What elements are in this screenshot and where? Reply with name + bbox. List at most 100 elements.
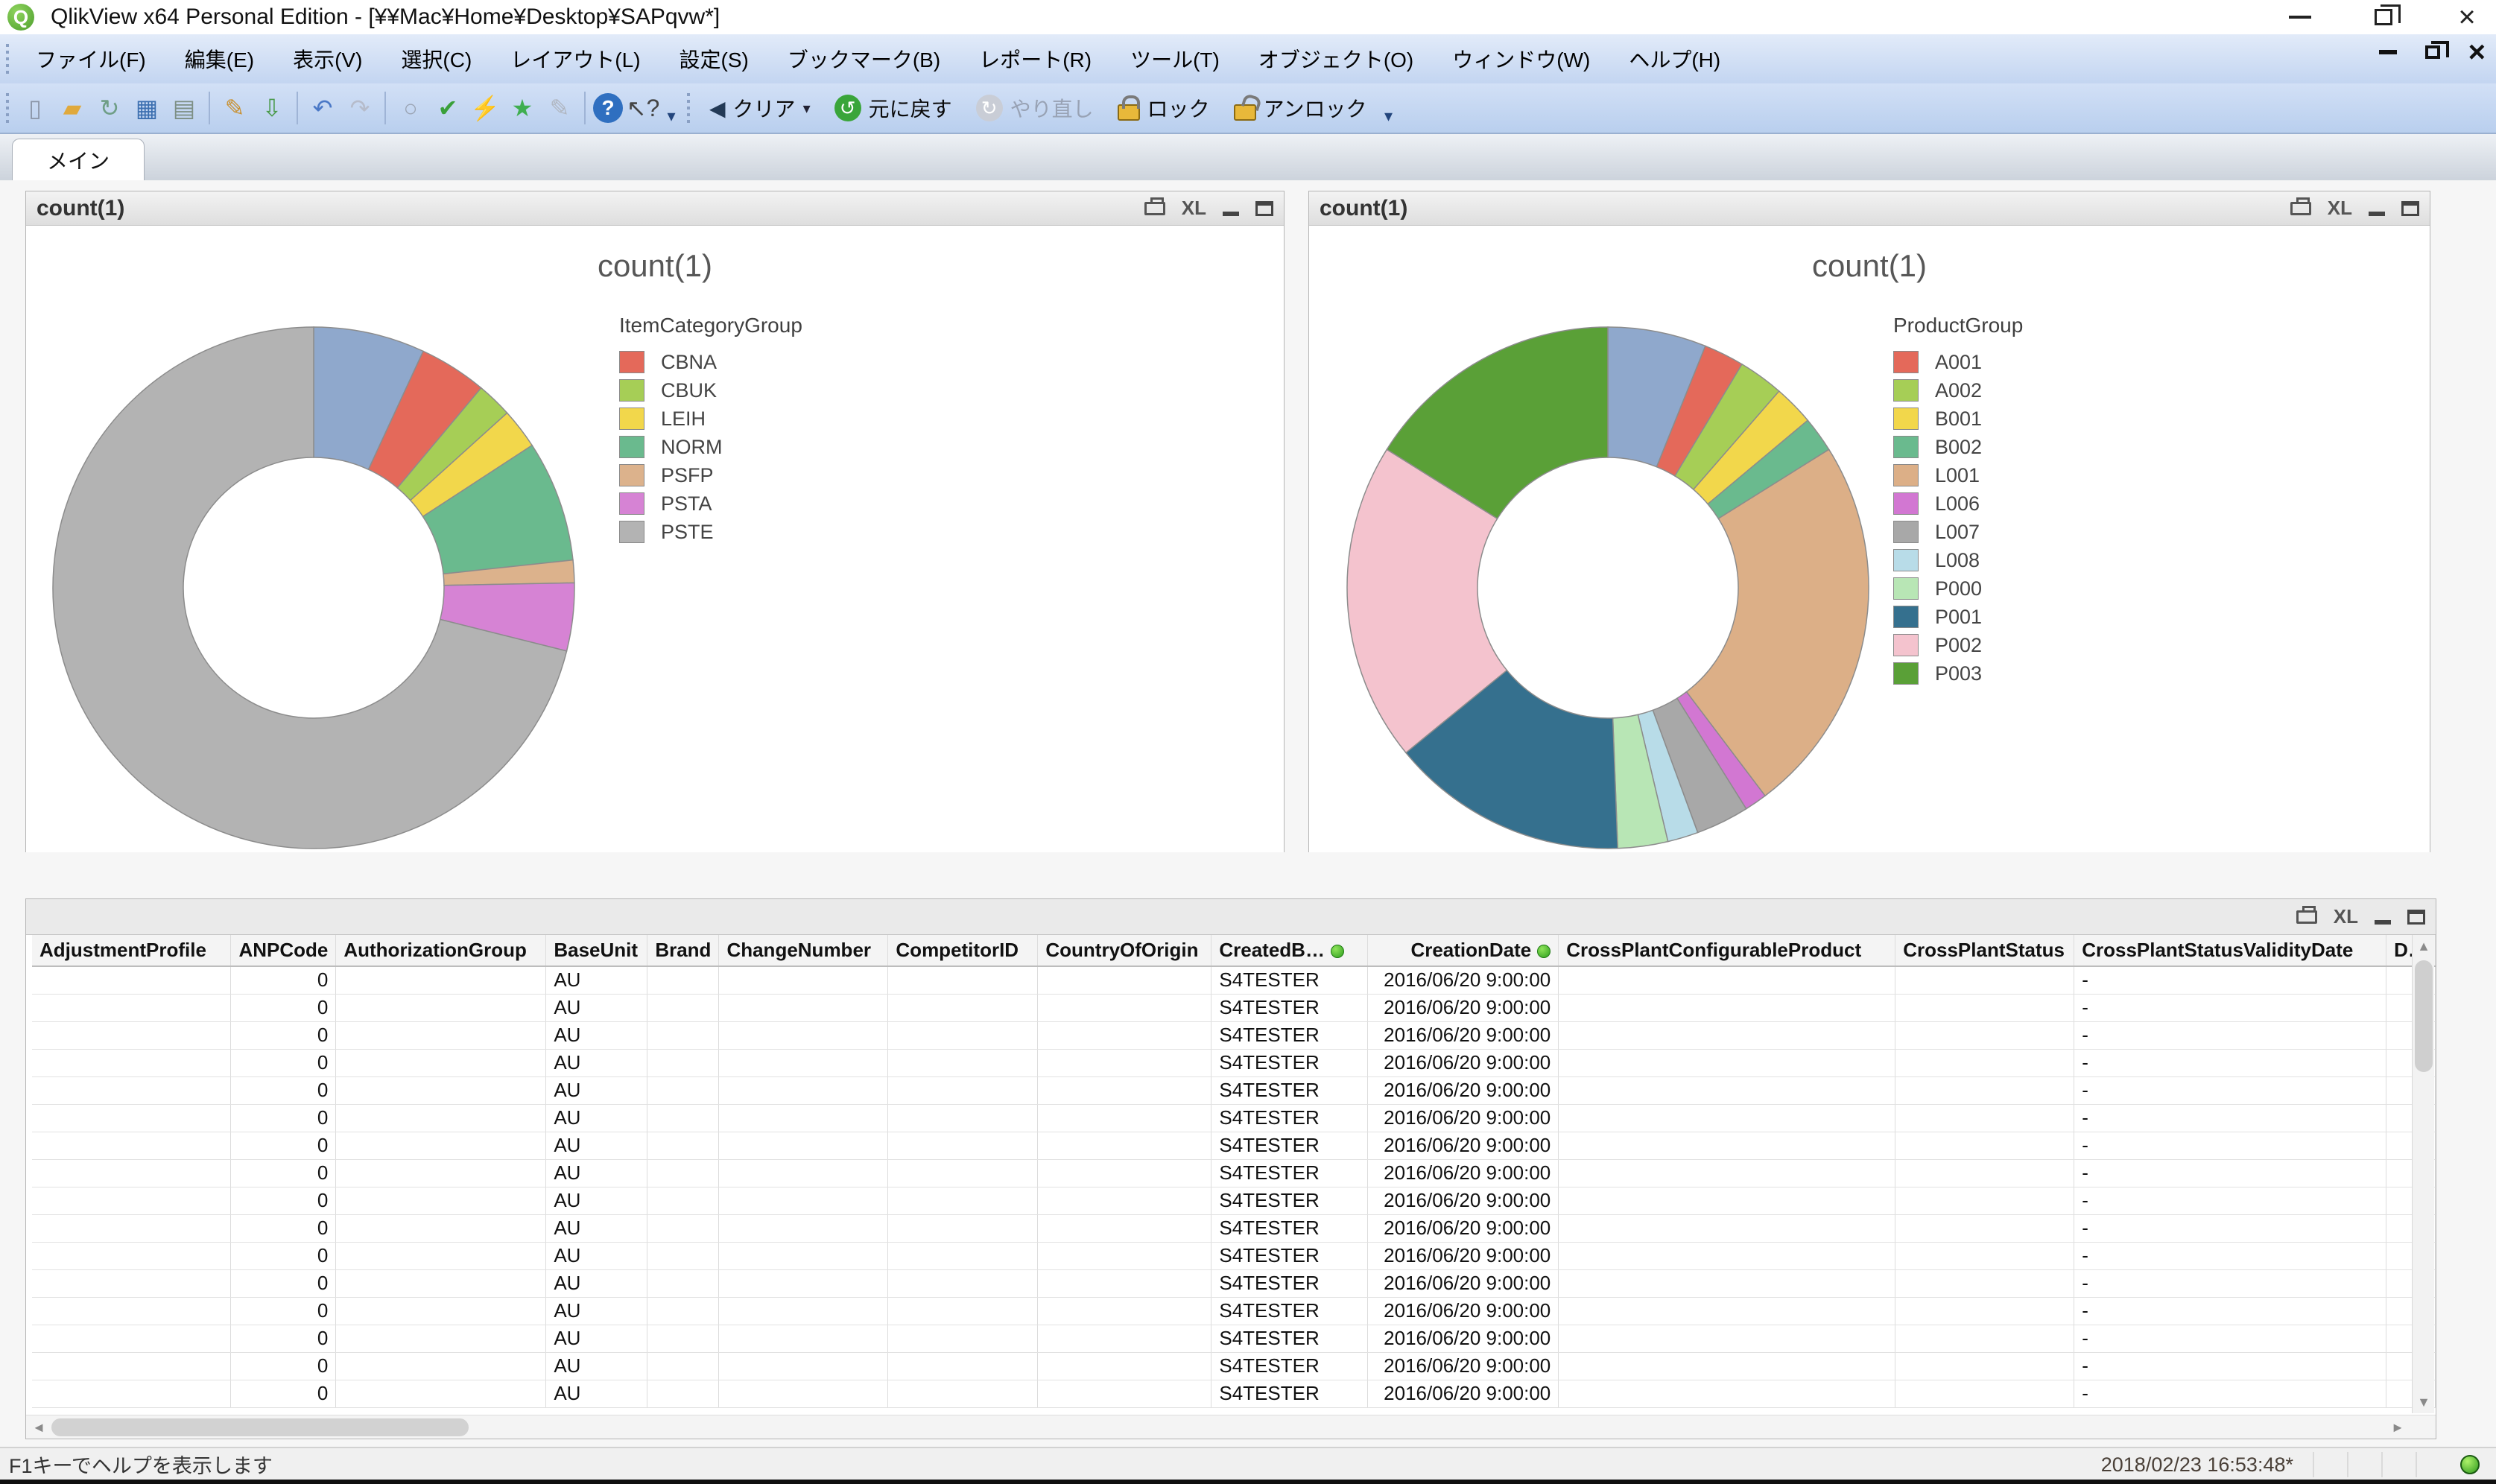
new-document-icon[interactable]: ▯ (18, 91, 52, 125)
column-header-AdjustmentProfile[interactable]: AdjustmentProfile (32, 935, 231, 966)
favorites-star-icon[interactable]: ★ (505, 91, 539, 125)
table-cell[interactable] (719, 1214, 888, 1242)
table-cell[interactable] (1038, 1325, 1211, 1352)
table-cell[interactable] (32, 1352, 231, 1380)
table-cell[interactable] (1559, 1076, 1895, 1104)
table-cell[interactable] (719, 1132, 888, 1159)
table-cell[interactable]: AU (546, 1325, 647, 1352)
table-cell[interactable] (1038, 1269, 1211, 1297)
table-cell[interactable] (336, 994, 546, 1021)
table-cell[interactable] (1038, 1214, 1211, 1242)
export-excel-icon[interactable]: XL (2334, 905, 2358, 928)
table-cell[interactable] (719, 966, 888, 994)
legend-item-B002[interactable]: B002 (1893, 433, 2023, 461)
menu-h[interactable]: ヘルプ(H) (1609, 41, 1740, 79)
table-cell[interactable] (888, 1076, 1038, 1104)
table-cell[interactable] (719, 1325, 888, 1352)
table-cell[interactable] (647, 1076, 719, 1104)
menu-o[interactable]: オブジェクト(O) (1239, 41, 1433, 79)
table-cell[interactable] (1895, 1104, 2074, 1132)
maximize-icon[interactable] (1255, 201, 1273, 216)
table-cell[interactable]: 0 (231, 1269, 336, 1297)
table-cell[interactable] (719, 1049, 888, 1076)
table-cell[interactable] (719, 1380, 888, 1407)
table-cell[interactable]: 0 (231, 1214, 336, 1242)
tab-main[interactable]: メイン (12, 139, 145, 180)
table-cell[interactable] (1895, 1380, 2074, 1407)
legend-item-CBUK[interactable]: CBUK (619, 376, 802, 405)
table-cell[interactable] (32, 1187, 231, 1214)
table-cell[interactable] (32, 1159, 231, 1187)
table-cell[interactable]: S4TESTER (1211, 1132, 1368, 1159)
table-row[interactable]: 0AUS4TESTER2016/06/20 9:00:00- (32, 1076, 2436, 1104)
table-cell[interactable]: 0 (231, 1132, 336, 1159)
table-cell[interactable] (888, 1049, 1038, 1076)
legend-item-PSFP[interactable]: PSFP (619, 461, 802, 489)
table-cell[interactable] (1559, 1132, 1895, 1159)
table-cell[interactable] (647, 1132, 719, 1159)
table-cell[interactable] (647, 1269, 719, 1297)
table-cell[interactable]: 2016/06/20 9:00:00 (1368, 1076, 1559, 1104)
table-vertical-scrollbar[interactable]: ▲ ▼ (2412, 935, 2434, 1413)
table-cell[interactable]: S4TESTER (1211, 1104, 1368, 1132)
table-cell[interactable] (32, 1021, 231, 1049)
table-cell[interactable] (1559, 1269, 1895, 1297)
table-cell[interactable]: 0 (231, 1187, 336, 1214)
table-row[interactable]: 0AUS4TESTER2016/06/20 9:00:00- (32, 1269, 2436, 1297)
menu-v[interactable]: 表示(V) (273, 41, 381, 79)
table-cell[interactable]: - (2074, 1187, 2386, 1214)
table-cell[interactable] (719, 1297, 888, 1325)
table-cell[interactable] (647, 1104, 719, 1132)
table-row[interactable]: 0AUS4TESTER2016/06/20 9:00:00- (32, 966, 2436, 994)
table-cell[interactable] (719, 994, 888, 1021)
table-cell[interactable]: - (2074, 1104, 2386, 1132)
table-cell[interactable] (719, 1269, 888, 1297)
table-cell[interactable]: 0 (231, 994, 336, 1021)
table-cell[interactable]: AU (546, 1159, 647, 1187)
select-check-icon[interactable]: ✔ (431, 91, 465, 125)
table-cell[interactable] (1559, 966, 1895, 994)
table-cell[interactable] (719, 1242, 888, 1269)
table-cell[interactable] (336, 1214, 546, 1242)
table-row[interactable]: 0AUS4TESTER2016/06/20 9:00:00- (32, 1187, 2436, 1214)
scroll-down-icon[interactable]: ▼ (2413, 1391, 2435, 1413)
redo-layout-icon[interactable]: ↷ (343, 91, 377, 125)
table-cell[interactable]: - (2074, 1352, 2386, 1380)
menu-b[interactable]: ブックマーク(B) (768, 41, 960, 79)
table-cell[interactable] (888, 1132, 1038, 1159)
legend-item-L007[interactable]: L007 (1893, 518, 2023, 546)
table-cell[interactable]: - (2074, 1132, 2386, 1159)
table-cell[interactable]: S4TESTER (1211, 1187, 1368, 1214)
export-excel-icon[interactable]: XL (2328, 197, 2352, 220)
column-header-ANPCode[interactable]: ANPCode (231, 935, 336, 966)
table-cell[interactable] (1895, 1352, 2074, 1380)
window-restore-button[interactable] (2366, 2, 2401, 32)
scrollbar-thumb[interactable] (2415, 960, 2433, 1072)
save-icon[interactable]: ▦ (130, 91, 164, 125)
mdi-restore-button[interactable] (2425, 45, 2440, 59)
table-cell[interactable] (336, 1076, 546, 1104)
window-minimize-button[interactable] (2283, 2, 2317, 32)
table-cell[interactable]: 2016/06/20 9:00:00 (1368, 1380, 1559, 1407)
table-cell[interactable]: - (2074, 1269, 2386, 1297)
reload-icon[interactable]: ↻ (92, 91, 127, 125)
table-cell[interactable] (647, 966, 719, 994)
table-cell[interactable] (1559, 1049, 1895, 1076)
table-cell[interactable]: 0 (231, 1104, 336, 1132)
table-cell[interactable] (888, 1297, 1038, 1325)
column-header-CreatedB[interactable]: CreatedB… (1211, 935, 1368, 966)
table-cell[interactable] (336, 1132, 546, 1159)
table-cell[interactable] (32, 1214, 231, 1242)
window-close-button[interactable]: × (2450, 2, 2484, 32)
table-cell[interactable] (336, 1269, 546, 1297)
chart2-donut[interactable] (1309, 226, 2430, 852)
table-cell[interactable]: AU (546, 966, 647, 994)
menu-r[interactable]: レポート(R) (960, 41, 1111, 79)
legend-item-P001[interactable]: P001 (1893, 603, 2023, 631)
table-row[interactable]: 0AUS4TESTER2016/06/20 9:00:00- (32, 1352, 2436, 1380)
scroll-right-icon[interactable]: ► (2386, 1416, 2409, 1439)
context-help-icon[interactable]: ↖? (626, 91, 660, 125)
table-cell[interactable]: - (2074, 994, 2386, 1021)
table-cell[interactable] (32, 994, 231, 1021)
table-cell[interactable]: - (2074, 1159, 2386, 1187)
